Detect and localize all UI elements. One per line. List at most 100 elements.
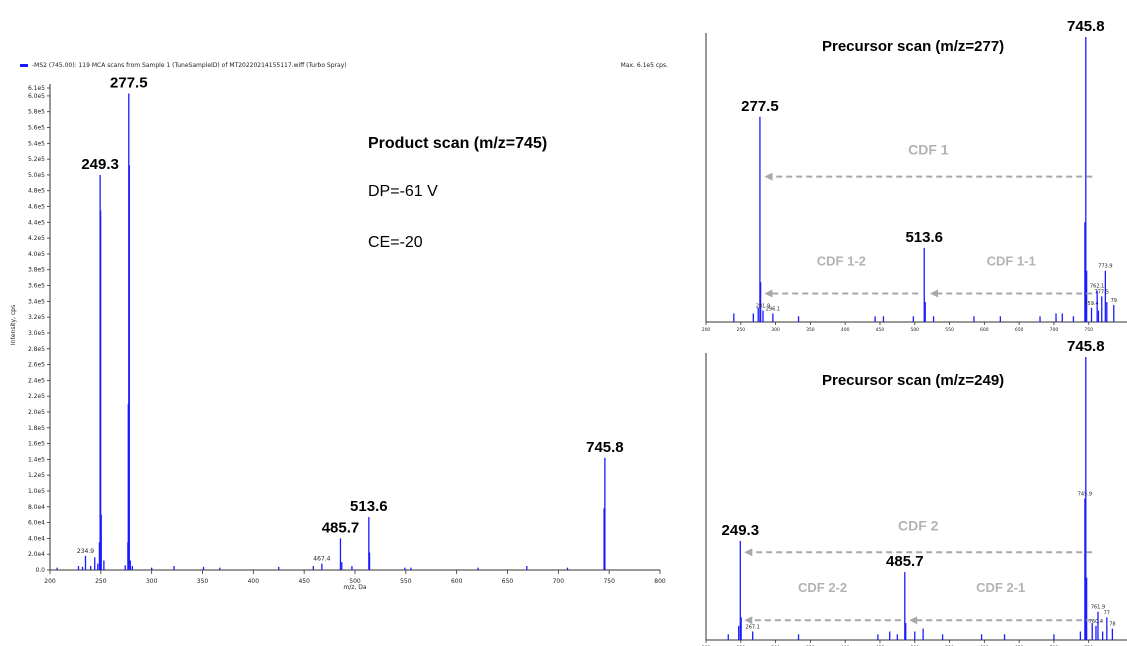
peak-label: 277.5 — [110, 75, 148, 92]
y-tick-label: 0.0 — [35, 567, 45, 574]
minor-peak-label: 467.4 — [313, 556, 330, 563]
y-tick-label: 4.0e4 — [28, 535, 45, 542]
x-tick-label: 500 — [910, 327, 919, 333]
peak-label: 485.7 — [322, 519, 360, 536]
x-tick-label: 350 — [197, 578, 209, 585]
y-tick-label: 3.2e5 — [28, 314, 45, 321]
x-tick-label: 450 — [876, 327, 885, 333]
minor-peak-label: 234.9 — [77, 548, 94, 555]
x-tick-label: 350 — [806, 327, 815, 333]
cdf-label: CDF 1 — [908, 142, 949, 158]
peak-label: 745.8 — [586, 439, 624, 456]
precursor-277-title: Precursor scan (m/z=277) — [822, 38, 1004, 55]
cdf-arrow-head — [764, 172, 773, 181]
y-tick-label: 3.8e5 — [28, 267, 45, 274]
precursor-249-title: Precursor scan (m/z=249) — [822, 372, 1004, 389]
y-tick-label: 2.8e5 — [28, 346, 45, 353]
x-tick-label: 450 — [298, 578, 310, 585]
x-tick-label: 750 — [603, 578, 615, 585]
y-tick-label: 6.0e5 — [28, 93, 45, 100]
peak-label: 249.3 — [722, 522, 760, 539]
minor-peak-label: 777.5 — [1095, 289, 1109, 295]
minor-peak-label: 78 — [1109, 622, 1115, 628]
minor-peak-label: 761.9 — [1091, 605, 1105, 611]
y-tick-label: 1.8e5 — [28, 425, 45, 432]
x-tick-label: 200 — [44, 578, 56, 585]
cdf-arrow-head — [744, 616, 753, 625]
product-scan-chart: -MS2 (745.00): 119 MCA scans from Sample… — [10, 62, 668, 591]
y-tick-label: 5.6e5 — [28, 125, 45, 132]
max-intensity-label: Max. 6.1e5 cps. — [621, 62, 668, 69]
peak-label: 513.6 — [905, 229, 943, 246]
x-axis-label: m/z, Da — [343, 584, 366, 591]
x-tick-label: 750 — [1084, 327, 1093, 333]
x-tick-label: 400 — [841, 327, 850, 333]
y-tick-label: 5.8e5 — [28, 109, 45, 116]
minor-peak-label: 296.1 — [766, 306, 780, 312]
cdf-arrow-head — [930, 289, 939, 298]
x-tick-label: 700 — [553, 578, 565, 585]
minor-peak-label: 759.4 — [1084, 301, 1098, 307]
x-tick-label: 700 — [1050, 327, 1059, 333]
ce-parameter: CE=-20 — [368, 234, 423, 251]
minor-peak-label: 281.9 — [756, 304, 770, 310]
legend-swatch — [20, 64, 28, 67]
y-tick-label: 4.0e5 — [28, 251, 45, 258]
cdf-arrow-head — [764, 289, 773, 298]
dp-parameter: DP=-61 V — [368, 183, 438, 200]
minor-peak-label: 745.9 — [1078, 492, 1092, 498]
y-tick-label: 1.2e5 — [28, 472, 45, 479]
y-tick-label: 1.6e5 — [28, 441, 45, 448]
y-tick-label: 8.0e4 — [28, 504, 45, 511]
y-tick-label: 5.2e5 — [28, 156, 45, 163]
peak-label: 277.5 — [741, 98, 779, 115]
x-tick-label: 550 — [945, 327, 954, 333]
x-tick-label: 500 — [349, 578, 361, 585]
cdf-label: CDF 2-1 — [976, 580, 1025, 595]
y-tick-label: 3.4e5 — [28, 298, 45, 305]
cdf-label: CDF 1-2 — [817, 254, 866, 269]
scan-header: -MS2 (745.00): 119 MCA scans from Sample… — [32, 62, 347, 69]
cdf-label: CDF 2-2 — [798, 580, 847, 595]
y-tick-label: 6.1e5 — [28, 85, 45, 92]
y-tick-label: 2.4e5 — [28, 377, 45, 384]
peak-label: 745.8 — [1067, 18, 1105, 35]
x-tick-label: 400 — [248, 578, 260, 585]
peak-label: 745.8 — [1067, 338, 1105, 355]
cdf-label: CDF 1-1 — [987, 254, 1036, 269]
peak-label: 485.7 — [886, 553, 924, 570]
minor-peak-label: 760.4 — [1089, 619, 1103, 625]
x-tick-label: 300 — [771, 327, 780, 333]
minor-peak-label: 77 — [1104, 610, 1110, 616]
x-tick-label: 250 — [736, 327, 745, 333]
y-tick-label: 2.6e5 — [28, 362, 45, 369]
y-tick-label: 4.4e5 — [28, 219, 45, 226]
cdf-label: CDF 2 — [898, 517, 939, 533]
precursor-scan-249-chart: Precursor scan (m/z=249) 200250300350400… — [702, 338, 1127, 646]
precursor-scan-277-chart: Precursor scan (m/z=277) 200 250 300 350 400… — [702, 18, 1127, 333]
y-tick-label: 2.2e5 — [28, 393, 45, 400]
cdf-arrow-head — [909, 616, 918, 625]
x-tick-label: 600 — [451, 578, 463, 585]
x-tick-label: 650 — [1015, 327, 1024, 333]
y-tick-label: 2.0e5 — [28, 409, 45, 416]
cdf-arrow-head — [744, 548, 753, 557]
x-tick-label: 200 — [702, 327, 711, 333]
peak-label: 513.6 — [350, 498, 388, 515]
y-tick-label: 3.6e5 — [28, 283, 45, 290]
y-tick-label: 1.0e5 — [28, 488, 45, 495]
y-tick-label: 4.6e5 — [28, 204, 45, 211]
minor-peak-label: 773.9 — [1098, 264, 1112, 270]
x-tick-label: 550 — [400, 578, 412, 585]
y-axis-label: Intensity, cps — [10, 305, 17, 345]
y-tick-label: 4.2e5 — [28, 235, 45, 242]
minor-peak-label: 79 — [1111, 298, 1117, 304]
y-tick-label: 2.0e4 — [28, 551, 45, 558]
x-tick-label: 250 — [95, 578, 107, 585]
x-tick-label: 800 — [654, 578, 666, 585]
y-tick-label: 5.0e5 — [28, 172, 45, 179]
y-tick-label: 1.4e5 — [28, 456, 45, 463]
y-tick-label: 4.8e5 — [28, 188, 45, 195]
minor-peak-label: 267.1 — [746, 625, 760, 631]
